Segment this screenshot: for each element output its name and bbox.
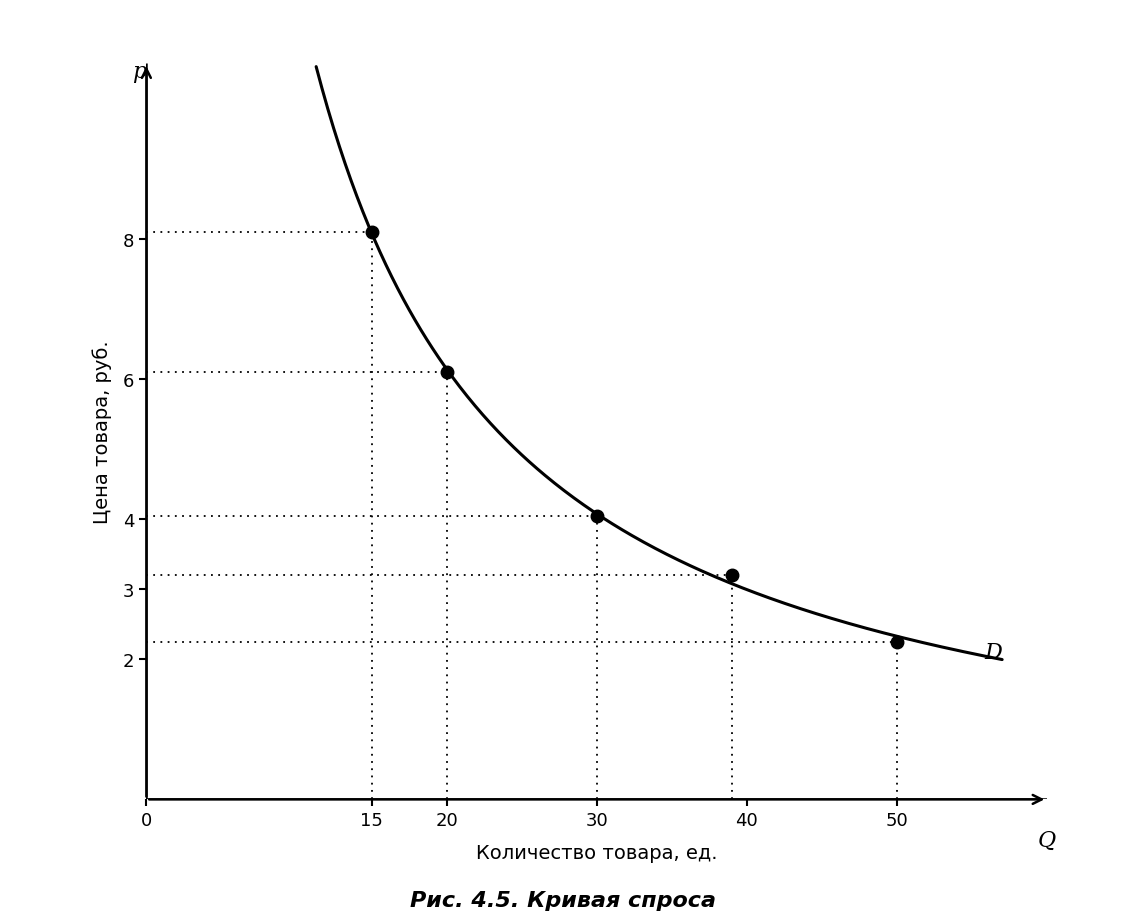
Y-axis label: Цена товара, руб.: Цена товара, руб.	[92, 340, 111, 524]
Text: Рис. 4.5. Кривая спроса: Рис. 4.5. Кривая спроса	[410, 890, 716, 910]
Text: p: p	[132, 61, 146, 83]
Text: D: D	[984, 641, 1002, 663]
Text: Q: Q	[1038, 829, 1056, 851]
X-axis label: Количество товара, ед.: Количество товара, ед.	[476, 843, 717, 862]
